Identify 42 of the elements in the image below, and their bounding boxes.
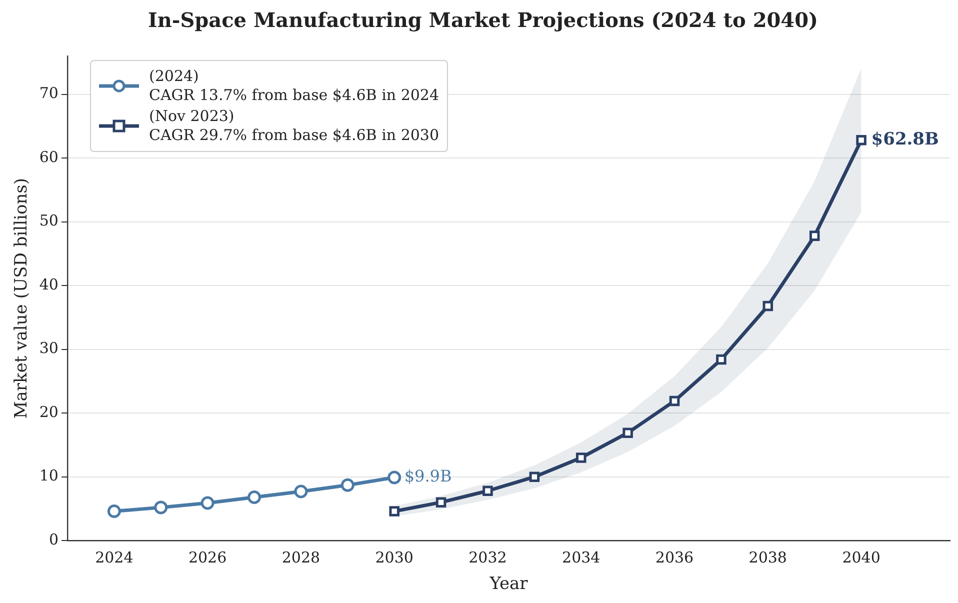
point — [576, 452, 586, 463]
annotation: $62.8B — [871, 130, 939, 150]
point — [294, 484, 308, 498]
point — [388, 470, 402, 484]
point — [340, 478, 354, 492]
chart-title: In-Space Manufacturing Market Projections (2024 to 2040) — [148, 8, 818, 32]
y-tick-label: 0 — [48, 530, 58, 548]
point — [762, 300, 774, 312]
x-axis-title: Year — [488, 574, 529, 594]
point — [622, 428, 633, 438]
legend-label: (2024) CAGR 13.7% from base $4.6B in 2024 — [149, 67, 439, 105]
y-tick-label: 50 — [39, 212, 58, 230]
x-tick-label: 2030 — [375, 548, 414, 566]
x-tick-label: 2034 — [562, 548, 600, 566]
y-axis-title: Market value (USD billions) — [12, 178, 32, 419]
y-tick-label: 10 — [39, 466, 58, 485]
y-tick-label: 60 — [39, 148, 58, 166]
legend-label: (Nov 2023) CAGR 29.7% from base $4.6B in 2030 — [149, 107, 439, 145]
point — [200, 496, 214, 510]
point — [669, 396, 680, 406]
point — [154, 500, 168, 514]
annotation: $9.9B — [404, 466, 452, 486]
x-tick-label: 2036 — [655, 548, 694, 566]
point — [529, 472, 540, 482]
x-tick-label: 2028 — [282, 548, 320, 566]
y-tick-label: 70 — [39, 84, 58, 102]
point — [482, 486, 493, 496]
x-tick-label: 2038 — [748, 548, 787, 566]
point — [716, 354, 726, 365]
x-tick-label: 2026 — [188, 548, 227, 566]
y-tick-label: 20 — [39, 402, 58, 421]
point — [248, 490, 262, 504]
point — [436, 497, 446, 508]
point — [389, 506, 400, 516]
y-tick-label: 30 — [39, 339, 58, 358]
x-tick-label: 2040 — [842, 548, 880, 566]
y-tick-label: 40 — [39, 275, 58, 294]
point — [107, 504, 121, 518]
point — [856, 135, 866, 146]
x-tick-label: 2024 — [95, 548, 134, 566]
x-tick-label: 2032 — [468, 548, 507, 566]
point — [809, 230, 820, 241]
